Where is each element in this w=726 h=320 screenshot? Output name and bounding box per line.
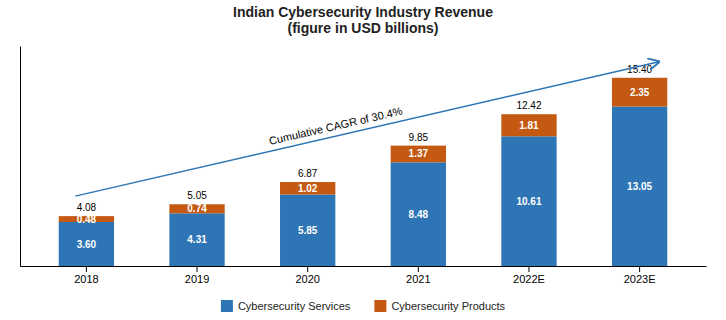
bar-segment: [612, 107, 667, 267]
legend-swatch: [374, 300, 386, 312]
x-tick-mark: [307, 266, 308, 272]
legend-swatch: [221, 300, 233, 312]
legend-label: Cybersecurity Services: [238, 300, 351, 312]
segment-label: 10.61: [516, 196, 541, 207]
total-label: 6.87: [298, 168, 318, 179]
title: Indian Cybersecurity Industry Revenue(fi…: [233, 4, 493, 36]
bar-segment: [501, 136, 556, 266]
x-tick-label: 2018: [74, 273, 98, 285]
y-axis-line: [20, 47, 21, 267]
segment-label: 1.02: [298, 183, 318, 194]
legend-item: Cybersecurity Products: [374, 300, 505, 312]
total-label: 4.08: [77, 202, 97, 213]
chart: Indian Cybersecurity Industry Revenue(fi…: [0, 0, 726, 320]
x-tick-mark: [197, 266, 198, 272]
segment-label: 4.31: [187, 234, 207, 245]
segment-label: 1.81: [519, 120, 539, 131]
bar-segment: [169, 204, 224, 213]
annotation: Cumulative CAGR of 30.4%: [268, 105, 404, 147]
x-tick-label: 2022E: [513, 273, 545, 285]
x-tick-label: 2019: [185, 273, 209, 285]
bar-segment: [612, 78, 667, 107]
legend: Cybersecurity Services Cybersecurity Prod…: [221, 300, 506, 312]
total-label: 12.42: [516, 100, 541, 111]
bars: [59, 78, 668, 266]
total-label: 9.85: [409, 132, 429, 143]
segment-label: 8.48: [409, 209, 429, 220]
total-label: 5.05: [187, 190, 207, 201]
bar-segment: [59, 222, 114, 266]
data-labels: 3.60 4.31 5.85 8.48 10.61 13.05 0.48 0.74 1.02 1.…: [77, 64, 653, 250]
bar-segment: [391, 146, 446, 163]
x-tick: 2023E: [624, 266, 656, 285]
x-tick: 2018: [74, 266, 98, 285]
annotation-arrow: [75, 62, 659, 196]
legend-label: Cybersecurity Products: [391, 300, 505, 312]
bar-segment: [280, 195, 335, 267]
y-axis: [20, 47, 21, 267]
x-tick: 2019: [185, 266, 209, 285]
segment-label: 2.35: [630, 87, 650, 98]
x-tick-label: 2020: [295, 273, 319, 285]
x-tick: 2022E: [513, 266, 545, 285]
x-tick-mark: [639, 266, 640, 272]
legend-item: Cybersecurity Services: [221, 300, 351, 312]
segment-label: 13.05: [627, 181, 652, 192]
bar-segment: [391, 162, 446, 266]
x-tick-label: 2023E: [624, 273, 656, 285]
x-tick-mark: [528, 266, 529, 272]
segment-label: 0.74: [187, 203, 207, 214]
x-tick-label: 2021: [406, 273, 430, 285]
x-tick-mark: [86, 266, 87, 272]
x-tick: 2020: [295, 266, 319, 285]
x-tick-mark: [418, 266, 419, 272]
bar-segment: [501, 114, 556, 136]
segment-label: 0.48: [77, 214, 97, 225]
segment-label: 3.60: [77, 239, 97, 250]
segment-label: 1.37: [409, 148, 429, 159]
x-tick: 2021: [406, 266, 430, 285]
segment-label: 5.85: [298, 225, 318, 236]
bar-segment: [280, 182, 335, 194]
x-axis-line: [21, 266, 707, 267]
x-axis: 2018 2019 2020 2021 2022E 2023E: [21, 266, 707, 285]
bar-segment: [169, 213, 224, 266]
